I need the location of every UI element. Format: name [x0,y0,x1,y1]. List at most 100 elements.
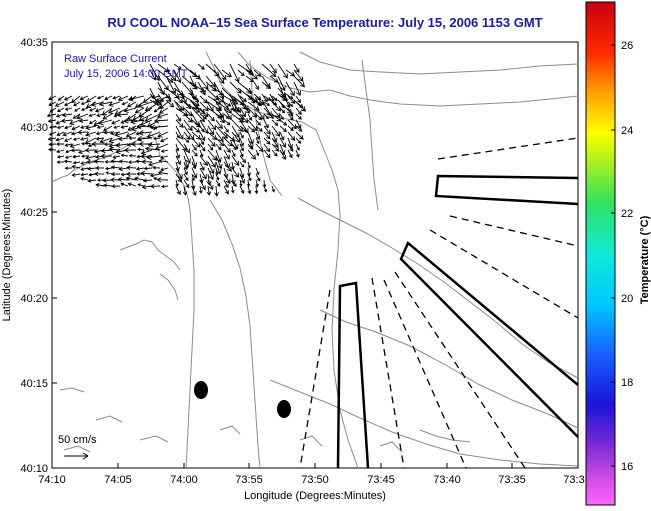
current-vector [221,69,232,78]
current-vector [255,149,260,157]
current-vector [144,146,161,152]
current-vector [183,149,191,164]
contours [59,51,579,469]
current-vector [156,177,169,183]
current-vector [72,113,81,119]
current-vector [199,119,209,134]
current-vector [239,95,247,103]
current-vector [254,185,259,195]
current-vector [47,136,57,141]
current-vector [207,161,215,175]
current-vector [175,125,184,140]
current-vector [231,149,236,158]
current-vector [133,176,145,182]
current-vector [175,119,184,128]
x-axis: 74:10 74:05 74:00 73:55 73:50 73:45 73:4… [38,463,585,502]
current-vector [77,129,89,135]
current-vector [102,178,113,183]
current-vector [114,131,129,138]
current-vector [149,172,161,178]
current-vector [139,119,153,127]
current-vector [74,107,81,112]
figure-title: RU COOL NOAA–15 Sea Surface Temperature:… [107,15,542,30]
current-vector [191,101,206,115]
current-vector [64,143,73,147]
current-vector [239,113,249,124]
current-vector [159,155,169,160]
current-vector [261,81,272,89]
current-vector [215,179,221,187]
current-vector [71,125,81,131]
current-vector [160,137,169,143]
current-vector [143,166,153,171]
current-vector [215,137,225,147]
current-vector [79,95,89,101]
current-vector [279,125,287,132]
current-vector [215,119,223,130]
current-vector [263,101,270,106]
current-vector [205,99,214,112]
current-vector [80,172,89,177]
current-vector [48,142,57,147]
current-vector [255,173,261,182]
current-vector [110,172,121,177]
current-vector [247,143,254,150]
current-vector [271,143,280,152]
current-vector [103,142,113,147]
current-vector [118,159,129,164]
x-tick-label: 73:3 [563,474,584,486]
current-vector [84,137,97,144]
current-vector [84,147,97,153]
bay-outline [119,239,181,301]
current-vector [223,101,232,107]
current-vector [271,185,275,193]
current-vector [247,101,260,111]
current-vector [81,142,89,146]
current-vector [89,107,97,112]
current-vector [147,141,161,148]
current-vector [56,125,65,130]
current-vector [117,177,129,182]
current-vector [279,131,285,141]
current-vector [173,69,182,84]
current-vector [165,87,180,99]
current-vector [279,119,288,126]
current-vector [253,99,262,106]
current-vector [91,141,104,147]
current-vector [263,131,271,140]
current-vector [70,148,81,153]
current-vector [157,170,169,176]
current-vector [157,131,169,138]
current-vector [239,131,244,139]
current-vector [123,118,137,124]
current-vector [253,69,262,77]
current-vector [271,125,281,137]
current-vector [263,137,271,145]
current-vector [277,63,288,79]
current-vector [263,185,268,193]
current-vector [245,87,253,95]
current-vector [149,93,163,106]
current-vector [215,173,220,181]
current-vector [295,125,303,132]
current-vector [101,107,113,116]
current-vector [137,147,145,152]
x-tick-label: 73:35 [498,474,526,486]
current-vector [205,81,217,92]
current-vector [263,149,271,159]
current-vector [102,113,113,120]
current-vector [148,161,161,167]
colorbar-tick-label: 16 [621,461,633,473]
current-vector [98,119,113,126]
current-vector [117,95,129,102]
current-vector [125,131,137,138]
x-tick-label: 73:40 [433,474,461,486]
current-vector [64,155,73,159]
current-vector [215,131,224,143]
current-vector [85,125,97,131]
current-vector [76,113,89,120]
current-vector [72,137,81,141]
current-vector [239,125,248,132]
current-vector [161,184,169,189]
current-vector [279,137,286,148]
